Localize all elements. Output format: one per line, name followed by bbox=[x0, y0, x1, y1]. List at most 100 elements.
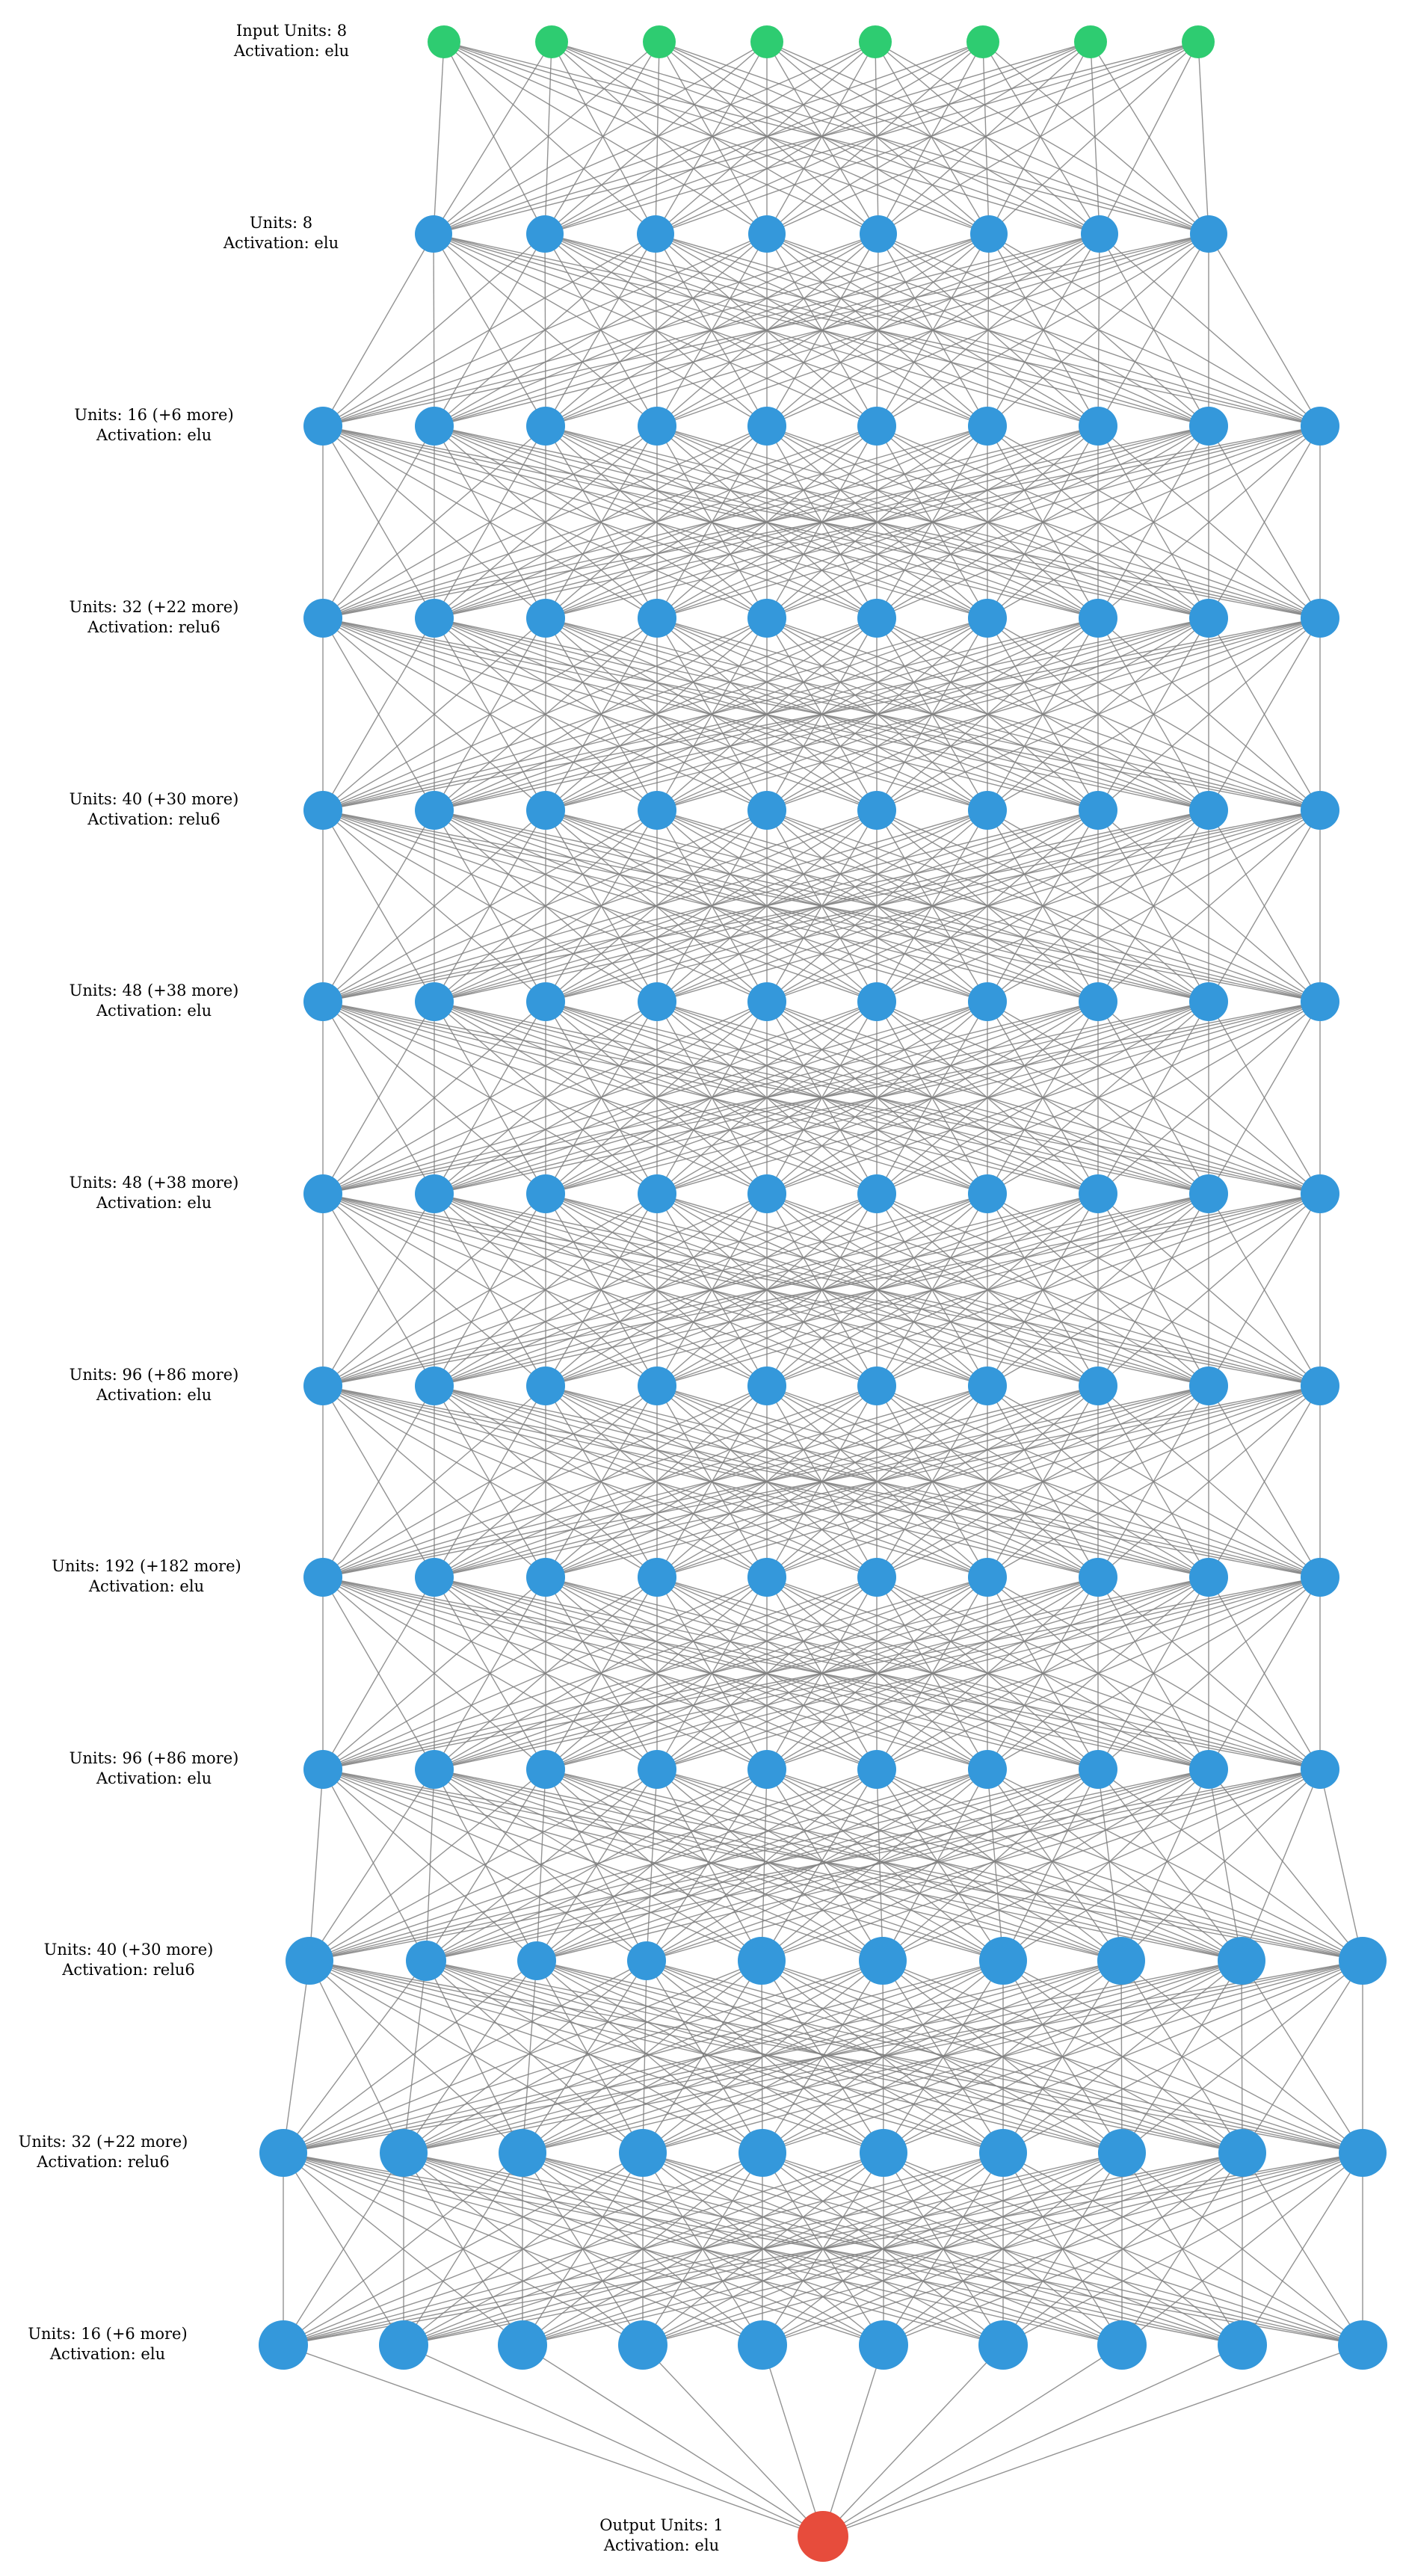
connection-edge bbox=[434, 1577, 1321, 1770]
connection-edge bbox=[655, 41, 1199, 235]
connection-edge bbox=[322, 617, 988, 811]
hidden-node bbox=[286, 1937, 333, 1985]
hidden-node bbox=[303, 1750, 342, 1789]
connection-edge bbox=[322, 810, 435, 1002]
connection-edge bbox=[425, 1769, 658, 1962]
connection-edge bbox=[544, 41, 876, 235]
connection-edge bbox=[309, 1769, 768, 1962]
layer-units: Units: 32 (+22 more) bbox=[18, 2133, 188, 2151]
hidden-node bbox=[303, 407, 342, 446]
hidden-node bbox=[526, 215, 564, 253]
layer-activation: Activation: elu bbox=[96, 426, 212, 444]
hidden-node bbox=[1097, 2320, 1147, 2370]
connection-edge bbox=[656, 810, 1321, 1002]
connection-edge bbox=[656, 617, 1321, 811]
connection-edge bbox=[434, 425, 1321, 619]
connection-edge bbox=[322, 1001, 878, 1195]
hidden-node bbox=[857, 407, 896, 446]
layer-units: Units: 16 (+6 more) bbox=[74, 406, 234, 424]
connection-edge bbox=[1120, 1769, 1209, 1962]
connection-edge bbox=[766, 1385, 1321, 1578]
connection-edge bbox=[766, 41, 879, 235]
hidden-node bbox=[1301, 599, 1339, 638]
connection-edge bbox=[322, 1577, 1209, 1770]
layer-units: Units: 40 (+30 more) bbox=[43, 1941, 214, 1959]
connection-edge bbox=[1002, 1769, 1099, 1962]
hidden-node bbox=[747, 1366, 786, 1405]
hidden-node bbox=[1339, 1937, 1387, 1985]
layer-label-hidden-3: Units: 32 (+22 more) Activation: relu6 bbox=[34, 597, 274, 638]
hidden-node bbox=[638, 1558, 676, 1597]
hidden-node bbox=[857, 1174, 896, 1213]
connection-edge bbox=[1090, 41, 1209, 235]
hidden-node bbox=[498, 2320, 547, 2370]
connection-edge bbox=[425, 1960, 884, 2154]
connection-edge bbox=[766, 233, 1209, 427]
connection-edge bbox=[656, 1769, 762, 1962]
connection-edge bbox=[882, 1769, 1099, 1962]
hidden-node bbox=[526, 1366, 565, 1405]
connection-edge bbox=[766, 1769, 884, 1962]
connection-edge bbox=[425, 1769, 1099, 1962]
layer-label-hidden-8: Units: 192 (+182 more) Activation: elu bbox=[27, 1556, 266, 1597]
connection-edge bbox=[766, 1769, 1363, 1962]
connection-edge bbox=[536, 1769, 1321, 1962]
hidden-node bbox=[259, 2320, 308, 2370]
layer-label-hidden-12: Units: 16 (+6 more) Activation: elu bbox=[0, 2324, 227, 2364]
connection-edge bbox=[876, 1193, 1321, 1387]
hidden-node bbox=[1338, 2320, 1387, 2370]
layer-activation: Activation: elu bbox=[233, 42, 350, 60]
hidden-node bbox=[638, 982, 676, 1021]
hidden-node bbox=[747, 407, 786, 446]
hidden-node bbox=[1189, 1750, 1228, 1789]
layer-activation: Activation: relu6 bbox=[37, 2153, 170, 2171]
connection-edge bbox=[309, 1769, 658, 1962]
layer-units: Output Units: 1 bbox=[599, 2516, 724, 2534]
connection-edge bbox=[322, 617, 768, 811]
connection-edge bbox=[656, 1193, 1321, 1387]
connection-edge bbox=[1208, 810, 1321, 1002]
connection-edge bbox=[322, 1385, 1321, 1578]
hidden-node bbox=[968, 407, 1007, 446]
connection-edge bbox=[656, 425, 1321, 619]
connection-edge bbox=[434, 1385, 1321, 1578]
connection-edge bbox=[1002, 1769, 1209, 1962]
connection-edge bbox=[434, 1193, 1321, 1387]
hidden-node bbox=[1079, 407, 1117, 446]
input-node bbox=[428, 25, 460, 58]
connection-edge bbox=[309, 1769, 1321, 1962]
connection-edge bbox=[425, 1960, 1123, 2154]
connection-edge bbox=[1097, 810, 1321, 1002]
connection-edge bbox=[322, 1385, 1099, 1578]
hidden-node bbox=[747, 599, 786, 638]
hidden-node bbox=[526, 599, 565, 638]
hidden-node bbox=[499, 2129, 546, 2177]
connection-edge bbox=[876, 1769, 1363, 1962]
connection-edge bbox=[283, 1960, 537, 2154]
hidden-node bbox=[638, 1750, 676, 1789]
connection-edge bbox=[434, 1769, 762, 1962]
connection-edge bbox=[1099, 41, 1199, 235]
connection-edge bbox=[322, 1769, 1242, 1962]
hidden-node bbox=[747, 791, 786, 830]
connection-edge bbox=[659, 41, 1100, 235]
connection-edge bbox=[322, 425, 878, 619]
hidden-node bbox=[738, 2320, 787, 2370]
connection-edge bbox=[536, 1960, 1004, 2154]
hidden-node bbox=[526, 1558, 565, 1597]
connection-edge bbox=[1208, 1001, 1321, 1195]
connection-edge bbox=[322, 1577, 768, 1770]
connection-edge bbox=[656, 1769, 1242, 1962]
connection-edge bbox=[425, 1960, 763, 2154]
connection-edge bbox=[403, 1960, 427, 2154]
connection-edge bbox=[322, 1001, 988, 1195]
connection-edge bbox=[322, 233, 1100, 427]
connection-edge bbox=[322, 1001, 435, 1195]
hidden-node bbox=[1079, 1366, 1117, 1405]
hidden-node bbox=[415, 791, 454, 830]
connection-edge bbox=[642, 2344, 824, 2537]
hidden-node bbox=[968, 1174, 1007, 1213]
connection-edge bbox=[283, 1960, 647, 2154]
hidden-node bbox=[859, 1937, 907, 1985]
